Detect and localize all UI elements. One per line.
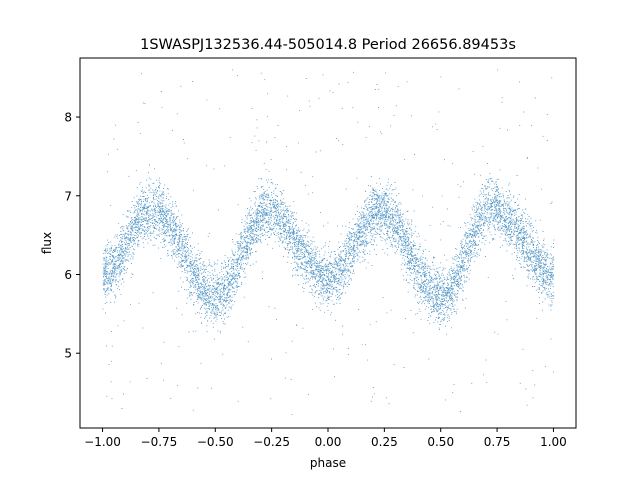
x-tick-label: −0.75	[141, 435, 178, 449]
y-tick-label: 7	[64, 189, 72, 203]
x-tick-label: 0.25	[371, 435, 398, 449]
x-tick-label: −0.25	[253, 435, 290, 449]
y-tick-label: 8	[64, 111, 72, 125]
y-tick-label: 6	[64, 268, 72, 282]
chart-title: 1SWASPJ132536.44-505014.8 Period 26656.8…	[140, 37, 516, 53]
x-tick-label: 0.50	[427, 435, 454, 449]
x-tick-label: −1.00	[84, 435, 121, 449]
x-tick-label: 1.00	[540, 435, 567, 449]
x-tick-label: −0.50	[197, 435, 234, 449]
plot-frame	[79, 57, 577, 429]
x-axis: −1.00 −0.75 −0.50 −0.25 0.00 0.25 0.50 0.75 1.00	[84, 428, 567, 449]
x-axis-label: phase	[310, 456, 346, 470]
y-tick-label: 5	[64, 347, 72, 361]
y-axis-label: flux	[40, 232, 54, 254]
x-tick-label: 0.00	[315, 435, 342, 449]
x-tick-label: 0.75	[484, 435, 511, 449]
y-axis: 5 6 7 8	[64, 111, 80, 361]
scatter-points	[102, 69, 555, 416]
data-points	[102, 69, 555, 416]
